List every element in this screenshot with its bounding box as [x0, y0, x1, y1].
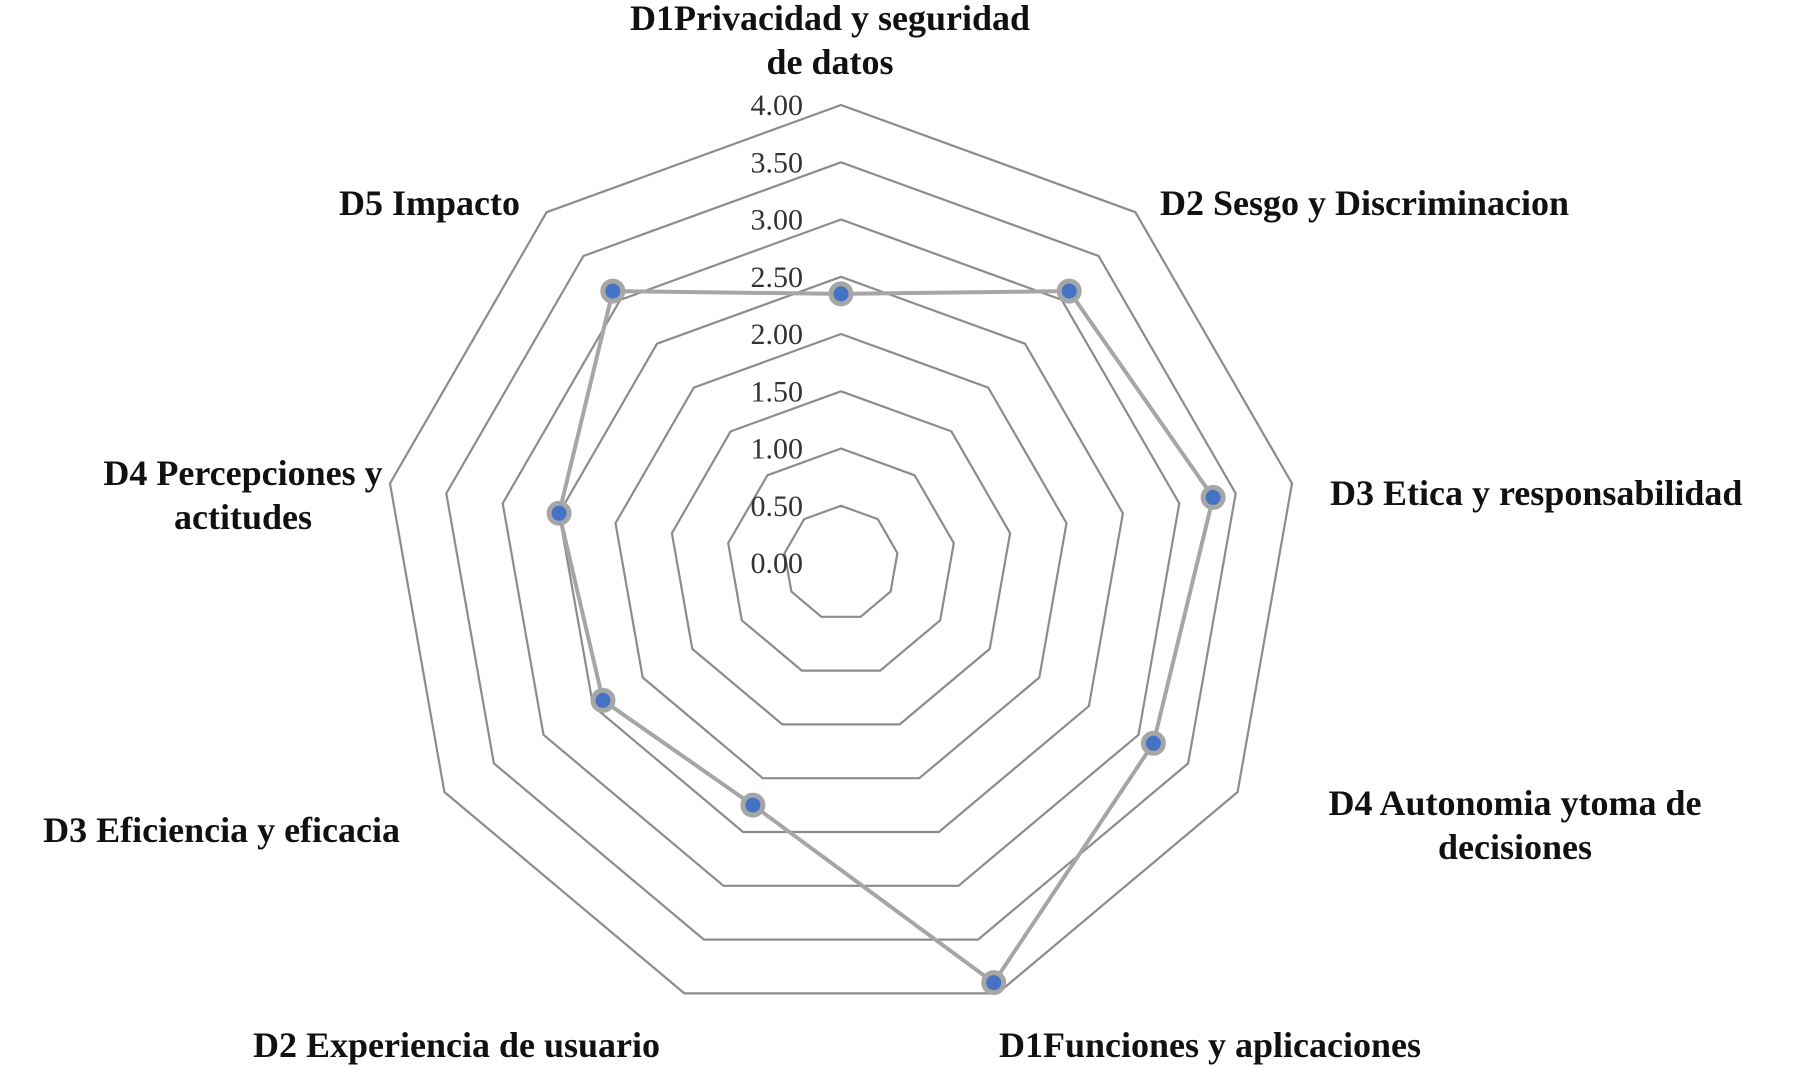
grid-ring-7: [445, 161, 1237, 941]
category-label: D1Privacidad y seguridad de datos: [630, 0, 1030, 82]
grid-ring-4: [614, 332, 1068, 780]
category-label: D1Funciones y aplicaciones: [999, 1025, 1421, 1065]
data-point: [1140, 730, 1166, 756]
grid-ring-2: [727, 447, 955, 672]
tick-label: 0.50: [751, 490, 804, 523]
grid-ring-1: [783, 504, 899, 618]
category-label: D3 Eficiencia y eficacia: [43, 810, 400, 850]
category-label: D2 Experiencia de usuario: [253, 1025, 660, 1065]
category-label: D3 Etica y responsabilidad: [1330, 473, 1742, 513]
grid-ring-5: [557, 275, 1125, 834]
category-label: D4 Autonomia ytoma de decisiones: [1328, 783, 1701, 867]
category-label: D2 Sesgo y Discriminacion: [1160, 183, 1569, 223]
grid-ring-3: [670, 390, 1012, 726]
data-point: [1200, 484, 1226, 510]
data-series: [546, 278, 1226, 996]
data-point: [546, 500, 572, 526]
tick-label: 1.00: [751, 433, 804, 466]
tick-label: 0.00: [751, 547, 804, 580]
category-label: D4 Percepciones y actitudes: [103, 453, 382, 537]
tick-label: 1.50: [751, 375, 804, 408]
radial-tick-labels: 0.00 0.50 1.00 1.50 2.00 2.50 3.00 3.50 4.00: [751, 89, 804, 580]
data-point: [828, 281, 854, 307]
tick-label: 2.50: [751, 261, 804, 294]
data-point: [600, 278, 626, 304]
tick-label: 3.50: [751, 146, 804, 179]
series-line: [557, 289, 1216, 985]
tick-label: 2.00: [751, 318, 804, 351]
data-point: [740, 792, 766, 818]
tick-label: 3.00: [751, 204, 804, 237]
tick-label: 4.00: [751, 89, 804, 122]
data-point: [590, 687, 616, 713]
category-labels: D1Privacidad y seguridad de datos D2 Sesgo…: [43, 0, 1742, 1065]
data-point: [1056, 278, 1082, 304]
grid-ring-8: [388, 103, 1294, 995]
grid-ring-6: [501, 218, 1181, 887]
data-point: [981, 970, 1007, 996]
radar-grid: [388, 103, 1294, 995]
category-label: D5 Impacto: [339, 183, 520, 223]
